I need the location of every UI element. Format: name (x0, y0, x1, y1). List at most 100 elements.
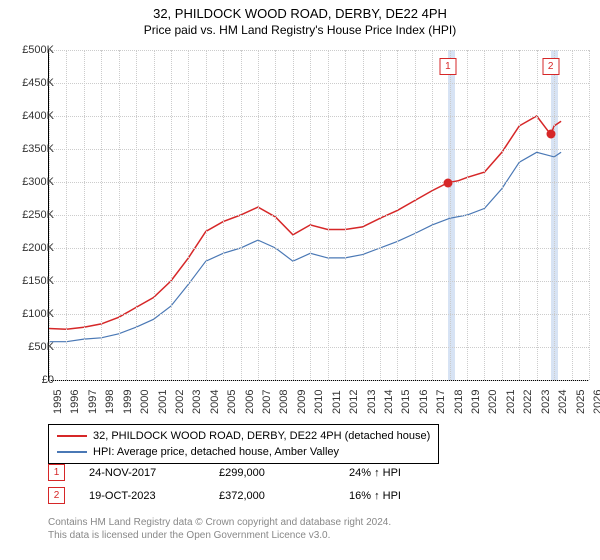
x-tick-label: 2025 (575, 390, 587, 414)
y-tick-label: £50K (28, 341, 54, 353)
y-tick-label: £200K (22, 242, 54, 254)
gridline-v (171, 50, 172, 380)
chart-subtitle: Price paid vs. HM Land Registry's House … (0, 23, 600, 37)
legend-swatch (57, 435, 87, 437)
gridline-v (310, 50, 311, 380)
gridline-h (49, 215, 589, 216)
sales-table: 1 24-NOV-2017 £299,000 24% ↑ HPI 2 19-OC… (48, 464, 479, 510)
sale-delta: 16% ↑ HPI (349, 490, 479, 502)
legend-item: 32, PHILDOCK WOOD ROAD, DERBY, DE22 4PH … (57, 428, 430, 444)
sale-price: £299,000 (219, 467, 349, 479)
gridline-v (101, 50, 102, 380)
x-tick-label: 2022 (522, 390, 534, 414)
sales-row: 2 19-OCT-2023 £372,000 16% ↑ HPI (48, 487, 479, 504)
sale-delta: 24% ↑ HPI (349, 467, 479, 479)
x-tick-label: 2013 (366, 390, 378, 414)
legend-label: 32, PHILDOCK WOOD ROAD, DERBY, DE22 4PH … (93, 428, 430, 444)
x-tick-label: 2024 (557, 390, 569, 414)
gridline-v (328, 50, 329, 380)
y-tick-label: £450K (22, 77, 54, 89)
x-tick-label: 2011 (331, 390, 343, 414)
sale-marker (546, 130, 555, 139)
sale-date: 24-NOV-2017 (89, 467, 219, 479)
y-tick-label: £300K (22, 176, 54, 188)
gridline-h (49, 116, 589, 117)
gridline-v (136, 50, 137, 380)
gridline-v (432, 50, 433, 380)
gridline-v (467, 50, 468, 380)
sale-price: £372,000 (219, 490, 349, 502)
x-tick-label: 2006 (244, 390, 256, 414)
y-tick-label: £0 (42, 374, 54, 386)
sale-date: 19-OCT-2023 (89, 490, 219, 502)
gridline-v (293, 50, 294, 380)
sale-flag: 1 (439, 58, 456, 75)
gridline-h (49, 50, 589, 51)
x-tick-label: 2001 (157, 390, 169, 414)
x-tick-label: 2003 (191, 390, 203, 414)
sale-flag-icon: 2 (48, 487, 65, 504)
gridline-v (241, 50, 242, 380)
footer-line: This data is licensed under the Open Gov… (48, 529, 391, 542)
x-tick-label: 1997 (87, 390, 99, 414)
gridline-h (49, 314, 589, 315)
gridline-h (49, 149, 589, 150)
gridline-v (363, 50, 364, 380)
gridline-v (223, 50, 224, 380)
y-tick-label: £150K (22, 275, 54, 287)
gridline-v (502, 50, 503, 380)
gridline-h (49, 347, 589, 348)
sale-flag: 2 (542, 58, 559, 75)
x-tick-label: 2014 (383, 390, 395, 414)
x-tick-label: 2018 (453, 390, 465, 414)
x-tick-label: 2019 (470, 390, 482, 414)
gridline-v (572, 50, 573, 380)
x-tick-label: 2002 (174, 390, 186, 414)
sale-marker (443, 178, 452, 187)
gridline-v (589, 50, 590, 380)
x-tick-label: 2005 (226, 390, 238, 414)
gridline-v (537, 50, 538, 380)
x-tick-label: 2016 (418, 390, 430, 414)
x-tick-label: 2010 (313, 390, 325, 414)
legend-label: HPI: Average price, detached house, Ambe… (93, 444, 339, 460)
y-tick-label: £400K (22, 110, 54, 122)
gridline-v (450, 50, 451, 380)
y-tick-label: £100K (22, 308, 54, 320)
gridline-v (119, 50, 120, 380)
legend-item: HPI: Average price, detached house, Ambe… (57, 444, 430, 460)
gridline-v (519, 50, 520, 380)
y-tick-label: £350K (22, 143, 54, 155)
gridline-h (49, 248, 589, 249)
legend: 32, PHILDOCK WOOD ROAD, DERBY, DE22 4PH … (48, 424, 439, 464)
gridline-v (258, 50, 259, 380)
gridline-v (275, 50, 276, 380)
footer: Contains HM Land Registry data © Crown c… (48, 516, 391, 542)
x-tick-label: 2017 (435, 390, 447, 414)
x-tick-label: 1995 (52, 390, 64, 414)
gridline-h (49, 182, 589, 183)
gridline-v (554, 50, 555, 380)
sales-row: 1 24-NOV-2017 £299,000 24% ↑ HPI (48, 464, 479, 481)
gridline-h (49, 281, 589, 282)
sale-flag-icon: 1 (48, 464, 65, 481)
gridline-v (484, 50, 485, 380)
chart-title: 32, PHILDOCK WOOD ROAD, DERBY, DE22 4PH (0, 6, 600, 21)
x-tick-label: 2000 (139, 390, 151, 414)
footer-line: Contains HM Land Registry data © Crown c… (48, 516, 391, 529)
x-tick-label: 2009 (296, 390, 308, 414)
x-tick-label: 1996 (69, 390, 81, 414)
x-tick-label: 2023 (540, 390, 552, 414)
plot-area: 12 (48, 50, 589, 381)
x-tick-label: 2026 (592, 390, 600, 414)
gridline-v (397, 50, 398, 380)
gridline-h (49, 380, 589, 381)
gridline-v (66, 50, 67, 380)
x-tick-label: 2021 (505, 390, 517, 414)
x-tick-label: 2020 (487, 390, 499, 414)
gridline-v (84, 50, 85, 380)
gridline-v (415, 50, 416, 380)
y-tick-label: £250K (22, 209, 54, 221)
legend-swatch (57, 451, 87, 453)
x-tick-label: 2012 (348, 390, 360, 414)
